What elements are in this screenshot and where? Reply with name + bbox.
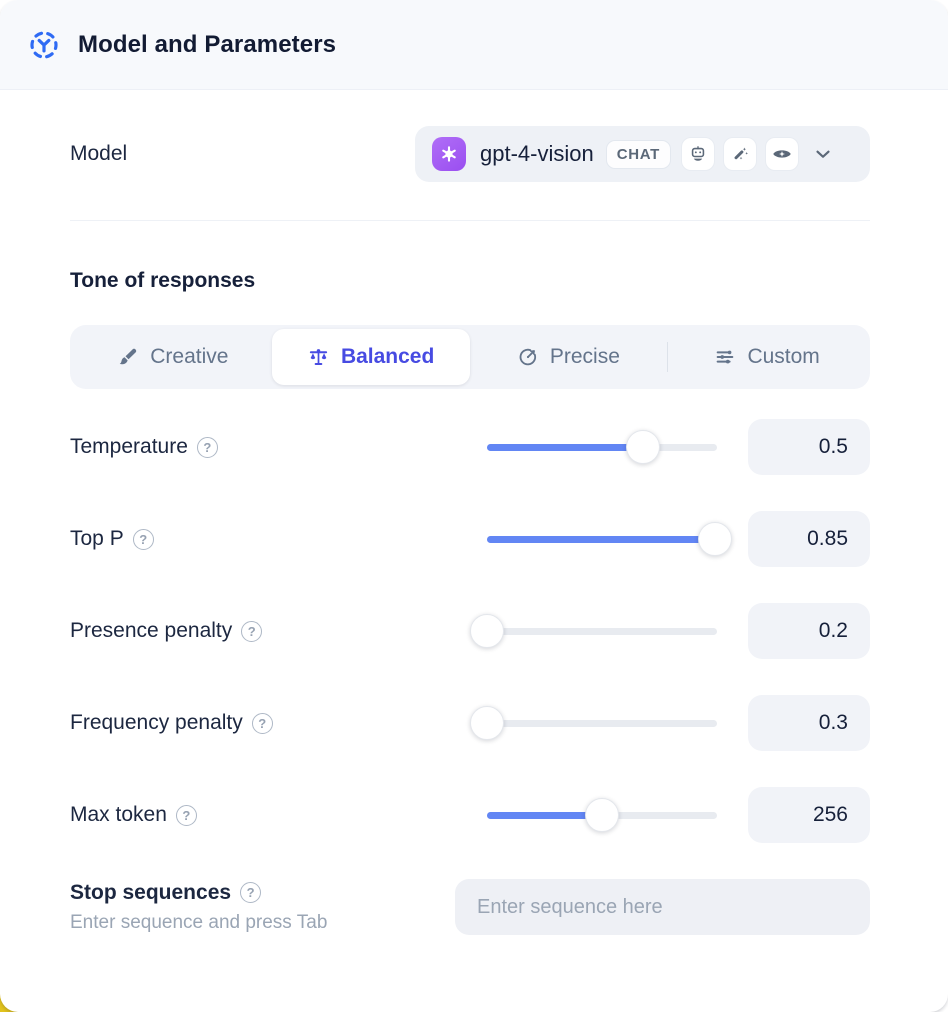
slider-fill xyxy=(487,811,602,819)
target-icon xyxy=(519,348,536,366)
tone-option-balanced[interactable]: Balanced xyxy=(271,329,470,385)
model-type-badge: CHAT xyxy=(605,139,671,169)
param-label: Presence penalty xyxy=(70,619,233,642)
temperature-value[interactable]: 0.5 xyxy=(748,419,870,475)
model-hub-icon xyxy=(27,28,61,62)
presence-penalty-slider[interactable] xyxy=(470,613,717,649)
tone-option-label: Precise xyxy=(549,345,620,368)
model-row: Model gpt-4-vision CHAT xyxy=(70,126,870,182)
slider-handle[interactable] xyxy=(626,430,661,464)
panel-header: Model and Parameters xyxy=(0,0,948,90)
parameters-list: Temperature ? 0.5 Top P ? xyxy=(70,401,870,861)
sliders-icon xyxy=(717,350,734,364)
temperature-slider[interactable] xyxy=(487,429,717,465)
slider-handle[interactable] xyxy=(470,614,504,648)
max-token-value[interactable]: 256 xyxy=(748,787,870,843)
paintbrush-icon xyxy=(120,348,137,365)
tone-segmented-control: Creative Balanced xyxy=(70,325,870,389)
stop-sequences-hint: Enter sequence and press Tab xyxy=(70,911,328,933)
slider-fill xyxy=(487,535,715,543)
param-row-top-p: Top P ? 0.85 xyxy=(70,493,870,585)
param-label: Frequency penalty xyxy=(70,711,243,734)
stop-sequence-input[interactable] xyxy=(455,879,870,935)
model-select-dropdown[interactable]: gpt-4-vision CHAT xyxy=(415,126,870,182)
frequency-penalty-slider[interactable] xyxy=(470,705,717,741)
tone-option-precise[interactable]: Precise xyxy=(470,329,668,385)
param-row-temperature: Temperature ? 0.5 xyxy=(70,401,870,493)
slider-handle[interactable] xyxy=(697,522,732,556)
tone-option-label: Creative xyxy=(150,345,229,368)
stop-sequences-label: Stop sequences xyxy=(70,880,232,904)
openai-logo-icon xyxy=(432,137,466,171)
presence-penalty-value[interactable]: 0.2 xyxy=(748,603,870,659)
slider-fill xyxy=(487,443,644,451)
tone-option-label: Balanced xyxy=(340,345,435,368)
top-p-slider[interactable] xyxy=(487,521,732,557)
help-icon[interactable]: ? xyxy=(241,620,263,642)
magic-wand-icon xyxy=(722,137,757,171)
param-row-max-token: Max token ? 256 xyxy=(70,769,870,861)
section-divider xyxy=(70,220,870,221)
slider-track xyxy=(487,627,717,635)
top-p-value[interactable]: 0.85 xyxy=(748,511,870,567)
tone-option-label: Custom xyxy=(747,345,820,368)
segment-divider xyxy=(667,342,669,372)
panel-title: Model and Parameters xyxy=(78,30,337,58)
tone-section-title: Tone of responses xyxy=(70,269,256,292)
slider-handle[interactable] xyxy=(470,706,504,740)
tone-option-custom[interactable]: Custom xyxy=(668,329,866,385)
param-row-frequency-penalty: Frequency penalty ? 0.3 xyxy=(70,677,870,769)
slider-handle[interactable] xyxy=(585,798,619,832)
tone-option-creative[interactable]: Creative xyxy=(74,329,272,385)
param-row-presence-penalty: Presence penalty ? 0.2 xyxy=(70,585,870,677)
help-icon[interactable]: ? xyxy=(196,436,218,458)
slider-track xyxy=(487,719,717,727)
help-icon[interactable]: ? xyxy=(175,804,197,826)
balance-scale-icon xyxy=(309,348,328,365)
stop-sequences-row: Stop sequences ? Enter sequence and pres… xyxy=(70,879,870,993)
param-label: Top P xyxy=(70,527,124,550)
vision-eye-icon xyxy=(764,137,799,171)
help-icon[interactable]: ? xyxy=(240,882,262,903)
model-name: gpt-4-vision xyxy=(480,141,594,166)
robot-icon xyxy=(680,137,715,171)
capability-badges xyxy=(680,137,799,171)
help-icon[interactable]: ? xyxy=(132,528,154,550)
model-label: Model xyxy=(70,142,128,165)
frequency-penalty-value[interactable]: 0.3 xyxy=(748,695,870,751)
param-label: Max token xyxy=(70,803,167,826)
param-label: Temperature xyxy=(70,435,188,458)
max-token-slider[interactable] xyxy=(487,797,717,833)
help-icon[interactable]: ? xyxy=(251,712,273,734)
chevron-down-icon xyxy=(812,143,834,165)
